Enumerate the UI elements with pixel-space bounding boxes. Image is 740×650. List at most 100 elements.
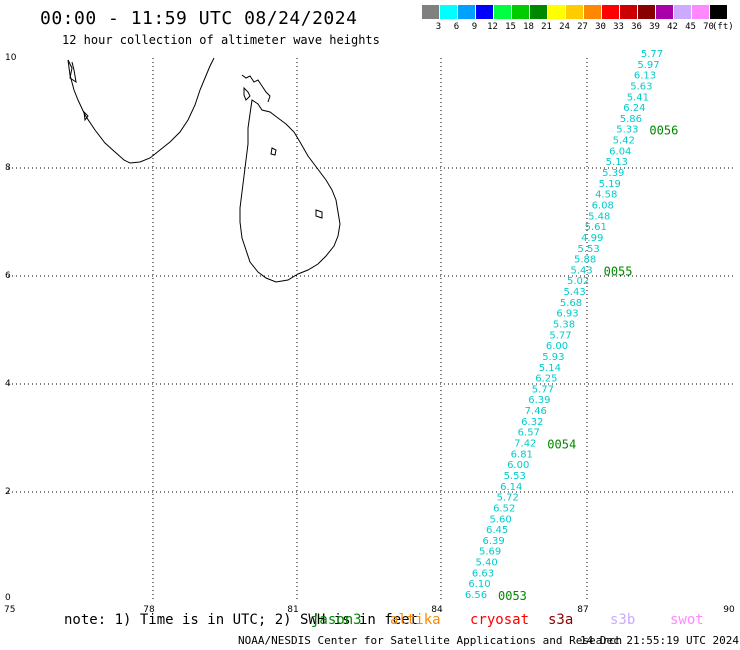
y-tick-label: 6 (5, 271, 11, 281)
x-tick-label: 81 (287, 605, 298, 615)
wave-height-label: 5.77 (549, 330, 571, 341)
wave-height-label: 5.48 (588, 211, 610, 222)
legend-swatch (476, 5, 493, 19)
satellite-label: s3a (548, 612, 574, 628)
legend-unit: (ft) (712, 22, 734, 32)
track-time-label: 0055 (604, 264, 633, 278)
wave-height-label: 6.32 (521, 417, 543, 428)
legend-swatch (710, 5, 727, 19)
y-tick-label: 0 (5, 593, 11, 603)
track-time-label: 0053 (498, 589, 527, 603)
legend-label: 70 (703, 22, 714, 32)
wave-height-label: 6.52 (493, 503, 515, 514)
wave-height-label: 5.97 (637, 60, 659, 71)
wave-height-label: 5.61 (585, 222, 607, 233)
wave-height-label: 6.45 (486, 525, 508, 536)
india-coastline (67, 57, 215, 164)
india-coastline-west (67, 59, 77, 84)
wave-height-label: 7.46 (525, 406, 547, 417)
legend-swatch (602, 5, 619, 19)
wave-height-label: 6.08 (592, 201, 614, 212)
wave-height-label: 6.00 (546, 341, 568, 352)
legend-label: 15 (505, 22, 516, 32)
wave-height-label: 5.63 (630, 82, 652, 93)
legend-swatch (512, 5, 529, 19)
satellite-label: cryosat (470, 612, 530, 628)
satellite-label: s3b (610, 612, 636, 628)
legend-swatch (494, 5, 511, 19)
wave-height-label: 6.04 (609, 146, 631, 157)
wave-height-label: 6.25 (535, 374, 557, 385)
wave-height-label: 5.86 (620, 114, 642, 125)
legend-label: 6 (453, 22, 460, 32)
map-subtitle: 12 hour collection of altimeter wave hei… (62, 33, 380, 47)
wave-height-label: 4.58 (595, 190, 617, 201)
legend-label: 18 (523, 22, 534, 32)
wave-height-label: 5.53 (504, 471, 526, 482)
wave-height-label: 5.93 (542, 352, 564, 363)
x-tick-label: 78 (143, 605, 155, 615)
wave-height-label: 6.63 (472, 568, 494, 579)
legend-label: 45 (685, 22, 696, 32)
wave-height-label: 5.69 (479, 547, 501, 558)
wave-height-label: 5.19 (599, 179, 621, 190)
island-1 (243, 86, 251, 101)
wave-height-label: 6.10 (468, 579, 490, 590)
legend-label: 27 (577, 22, 588, 32)
legend-swatch (530, 5, 547, 19)
wave-height-label: 6.93 (556, 309, 578, 320)
legend-swatch (692, 5, 709, 19)
legend-swatch (674, 5, 691, 19)
island-2 (270, 147, 277, 156)
axis-labels: 75 78 81 84 87 90 0 2 4 6 8 10 (4, 53, 735, 615)
x-tick-label: 87 (577, 605, 588, 615)
legend-label: 33 (613, 22, 624, 32)
island-4 (83, 110, 89, 122)
legend-label: 36 (631, 22, 642, 32)
wave-height-label: 6.24 (623, 103, 645, 114)
coastline (67, 57, 341, 283)
wave-height-label: 5.43 (570, 265, 592, 276)
wave-height-label: 5.72 (497, 493, 519, 504)
adams-bridge (241, 74, 271, 103)
wave-height-label: 5.38 (553, 320, 575, 331)
wave-height-label: 5.60 (489, 514, 511, 525)
legend-label: 12 (487, 22, 498, 32)
wave-height-label: 5.43 (563, 287, 585, 298)
wave-height-label: 5.88 (574, 255, 596, 266)
lat-lon-grid (8, 58, 733, 600)
legend-swatch (584, 5, 601, 19)
legend-swatch (458, 5, 475, 19)
wave-height-label: 4.99 (581, 233, 603, 244)
legend-swatch (566, 5, 583, 19)
satellite-label: swot (670, 612, 704, 628)
wave-height-label: 5.13 (606, 157, 628, 168)
wave-height-label: 5.33 (616, 125, 638, 136)
legend-swatch (548, 5, 565, 19)
x-tick-label: 75 (4, 605, 15, 615)
wave-height-label: 5.41 (627, 92, 649, 103)
y-tick-label: 10 (5, 53, 17, 63)
wave-height-label: 5.42 (613, 136, 635, 147)
wave-height-label: 6.00 (507, 460, 529, 471)
legend-swatch (440, 5, 457, 19)
wave-height-label: 5.39 (602, 168, 624, 179)
wave-height-label: 6.39 (528, 395, 550, 406)
wave-height-label: 6.14 (500, 482, 522, 493)
wave-height-label: 5.02 (567, 276, 589, 287)
wave-height-label: 6.57 (518, 428, 540, 439)
legend-label: 24 (559, 22, 570, 32)
footer-credit: NOAA/NESDIS Center for Satellite Applica… (238, 634, 623, 647)
satellite-label: altika (390, 612, 441, 628)
legend-label: 21 (541, 22, 552, 32)
wave-height-label: 5.14 (539, 363, 561, 374)
wave-height-label: 5.77 (532, 384, 554, 395)
wave-height-label: 7.42 (514, 439, 536, 450)
legend-label: 30 (595, 22, 606, 32)
x-tick-label: 84 (431, 605, 443, 615)
legend-label: 39 (649, 22, 660, 32)
y-tick-label: 4 (5, 379, 11, 389)
legend-swatch (422, 5, 439, 19)
y-tick-label: 8 (5, 163, 11, 173)
